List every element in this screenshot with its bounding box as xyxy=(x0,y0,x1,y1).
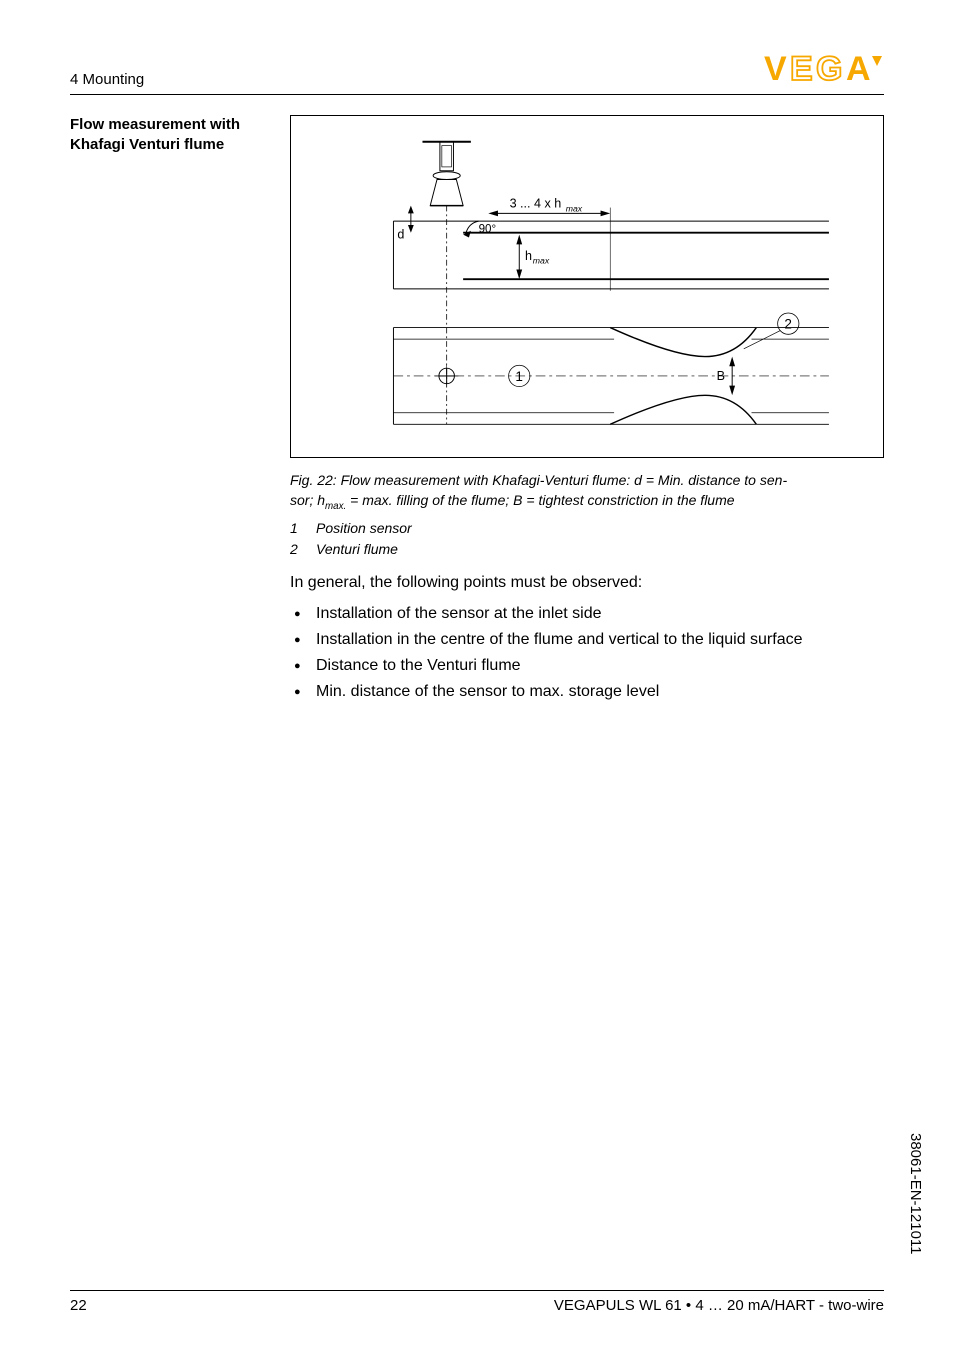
document-code: 38061-EN-121011 xyxy=(907,1133,924,1254)
legend-row: 1 Position sensor xyxy=(290,518,884,539)
figure-caption: Fig. 22: Flow measurement with Khafagi-V… xyxy=(290,470,884,514)
callout-1: 1 xyxy=(515,369,523,384)
page-footer: 22 VEGAPULS WL 61 • 4 … 20 mA/HART - two… xyxy=(70,1290,884,1314)
label-angle: 90° xyxy=(479,223,497,236)
label-d: d xyxy=(397,228,404,242)
intro-text: In general, the following points must be… xyxy=(290,574,884,592)
khafagi-venturi-diagram: d 90° 3 ... 4 x h max xyxy=(309,134,865,434)
vega-logo: V E G A xyxy=(764,50,884,88)
label-distance: 3 ... 4 x h xyxy=(510,197,562,211)
label-hmax: h xyxy=(525,249,532,263)
label-distance-sub: max xyxy=(566,203,583,213)
product-name: VEGAPULS WL 61 • 4 … 20 mA/HART - two-wi… xyxy=(554,1297,884,1314)
label-b: B xyxy=(717,369,725,383)
svg-text:A: A xyxy=(846,50,871,88)
svg-text:E: E xyxy=(790,50,813,88)
legend-label: Venturi flume xyxy=(316,539,398,560)
bullet-list: Installation of the sensor at the inlet … xyxy=(290,602,884,704)
bullet-item: Installation of the sensor at the inlet … xyxy=(294,602,884,626)
bullet-item: Min. distance of the sensor to max. stor… xyxy=(294,680,884,704)
bullet-item: Installation in the centre of the flume … xyxy=(294,628,884,652)
bullet-item: Distance to the Venturi flume xyxy=(294,654,884,678)
legend-label: Position sensor xyxy=(316,518,412,539)
legend-row: 2 Venturi flume xyxy=(290,539,884,560)
svg-text:V: V xyxy=(764,50,787,88)
legend-num: 1 xyxy=(290,518,302,539)
label-hmax-sub: max xyxy=(533,256,550,266)
legend-list: 1 Position sensor 2 Venturi flume xyxy=(290,518,884,560)
page-number: 22 xyxy=(70,1297,87,1314)
section-label: 4 Mounting xyxy=(70,71,144,88)
svg-text:G: G xyxy=(816,50,842,88)
callout-2: 2 xyxy=(784,317,792,332)
side-heading: Flow measurement with Khafagi Venturi fl… xyxy=(70,115,270,156)
figure-container: d 90° 3 ... 4 x h max xyxy=(290,115,884,458)
legend-num: 2 xyxy=(290,539,302,560)
